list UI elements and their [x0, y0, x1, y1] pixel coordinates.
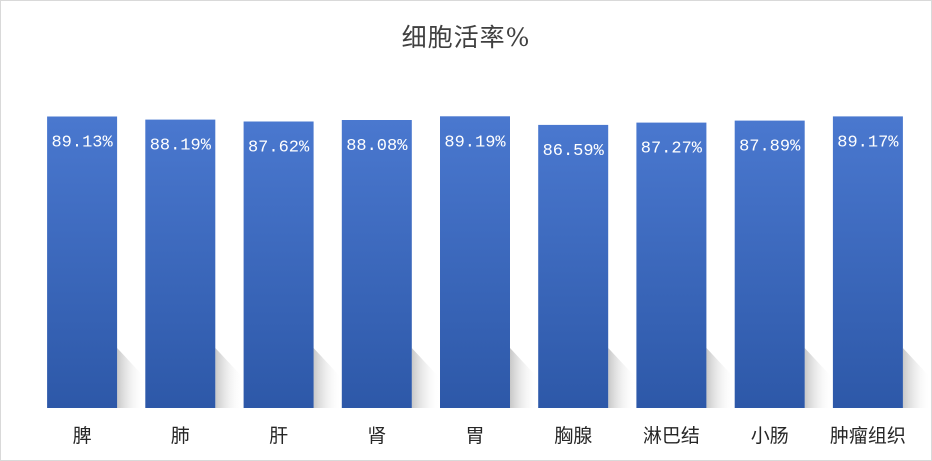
data-label-1: 88.19%: [150, 137, 212, 156]
bar-shadow: [706, 348, 735, 408]
category-label-6: 淋巴结: [643, 425, 700, 447]
data-label-6: 87.27%: [641, 140, 703, 159]
bar-1: [145, 119, 216, 408]
bar-shadow: [608, 348, 637, 408]
category-label-0: 脾: [73, 425, 92, 447]
chart-title: 细胞活率%: [401, 23, 531, 52]
bar-shadow: [804, 348, 833, 408]
bar-4: [440, 116, 510, 409]
bar-6: [636, 122, 707, 408]
data-label-0: 89.13%: [51, 134, 113, 153]
bar-shadow: [313, 348, 342, 408]
bar-7: [734, 120, 805, 408]
bar-3: [341, 120, 412, 408]
bar-2: [243, 121, 314, 408]
category-label-3: 肾: [367, 425, 386, 447]
bar-5: [538, 124, 609, 409]
category-label-5: 胸腺: [554, 425, 592, 447]
bar-8: [832, 116, 903, 409]
data-label-7: 87.89%: [739, 138, 801, 157]
bar-0: [47, 116, 118, 408]
data-label-3: 88.08%: [346, 137, 408, 156]
data-label-2: 87.62%: [248, 139, 310, 158]
bar-shadow: [117, 348, 146, 408]
category-label-2: 肝: [269, 425, 288, 447]
bar-shadow: [215, 348, 244, 408]
bar-shadow: [411, 348, 440, 408]
category-label-7: 小肠: [751, 425, 789, 447]
bar-shadow: [510, 348, 538, 408]
data-label-4: 89.19%: [444, 133, 506, 152]
category-label-4: 胃: [465, 425, 484, 447]
category-label-1: 肺: [171, 425, 190, 447]
bar-shadow: [902, 348, 931, 408]
data-label-8: 89.17%: [837, 133, 899, 152]
data-label-5: 86.59%: [543, 142, 605, 161]
category-label-8: 肿瘤组织: [830, 425, 906, 447]
